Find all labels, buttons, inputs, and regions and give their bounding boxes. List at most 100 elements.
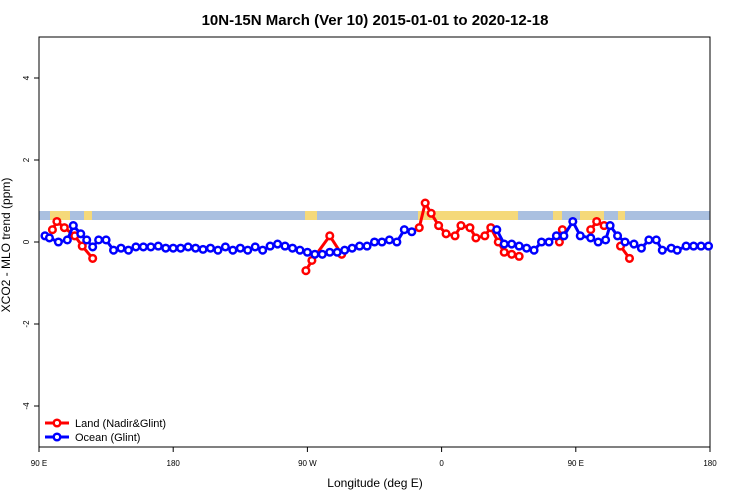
x-tick-label: 180 [167, 459, 181, 468]
y-tick-label: -2 [22, 320, 31, 328]
data-point [62, 235, 72, 245]
data-point [116, 243, 126, 253]
data-point [94, 235, 104, 245]
data-point [191, 243, 201, 253]
data-point [347, 243, 357, 253]
data-point [507, 239, 517, 249]
data-point [362, 241, 372, 251]
data-point [586, 233, 596, 243]
x-tick-label: 90 W [298, 459, 317, 468]
data-point [273, 239, 283, 249]
data-point [426, 208, 436, 218]
data-point [529, 245, 539, 255]
data-point [471, 233, 481, 243]
data-point [407, 227, 417, 237]
data-point [265, 241, 275, 251]
data-point [559, 231, 569, 241]
data-point [183, 242, 193, 252]
map-strip [39, 211, 710, 220]
data-point [492, 225, 502, 235]
data-point [153, 241, 163, 251]
data-point [551, 231, 561, 241]
data-point [317, 249, 327, 259]
data-point [146, 242, 156, 252]
legend-label: Ocean (Glint) [75, 432, 140, 444]
data-point [672, 245, 682, 255]
y-tick-label: -4 [22, 402, 31, 410]
data-point [586, 225, 596, 235]
x-axis-label: Longitude (deg E) [327, 476, 422, 490]
data-point [514, 241, 524, 251]
data-point [325, 247, 335, 257]
data-point [620, 237, 630, 247]
data-point [369, 237, 380, 247]
data-point [77, 241, 87, 251]
data-point [123, 245, 134, 255]
data-point [441, 229, 451, 239]
legend-marker [52, 432, 62, 442]
data-point [644, 235, 654, 245]
x-tick-label: 90 E [568, 459, 584, 468]
data-point [301, 266, 311, 276]
data-point [88, 253, 98, 263]
data-point [522, 243, 532, 253]
data-point [514, 251, 524, 261]
data-point [480, 231, 490, 241]
data-point [605, 221, 615, 231]
data-point [52, 216, 62, 227]
legend-marker [52, 418, 62, 428]
data-point [101, 235, 111, 245]
data-point [228, 245, 238, 255]
data-point [613, 231, 623, 241]
data-point [456, 221, 466, 231]
data-point [465, 223, 475, 233]
data-point [332, 247, 342, 257]
data-point [53, 237, 63, 247]
data-point [76, 229, 86, 239]
data-point [355, 241, 365, 251]
data-point [392, 237, 402, 247]
x-tick-label: 180 [703, 459, 717, 468]
x-tick-label: 0 [439, 459, 444, 468]
data-point [568, 216, 578, 227]
data-point [220, 242, 230, 252]
data-point [213, 245, 223, 255]
y-tick-label: 0 [22, 239, 31, 244]
data-point [47, 225, 57, 235]
data-point [593, 237, 603, 247]
data-point [205, 243, 216, 253]
data-point [636, 243, 646, 253]
data-point [384, 235, 394, 245]
data-point [198, 244, 208, 254]
data-point [82, 235, 92, 245]
data-point [161, 243, 171, 253]
data-point [696, 241, 706, 251]
data-point [138, 242, 148, 252]
data-point [592, 216, 602, 227]
data-point [624, 253, 635, 263]
data-point [68, 221, 78, 231]
data-point [235, 243, 245, 253]
data-point [88, 242, 98, 252]
data-point [450, 231, 460, 241]
data-point [544, 237, 554, 247]
data-point [681, 241, 691, 251]
chart-title: 10N-15N March (Ver 10) 2015-01-01 to 202… [202, 12, 549, 29]
y-tick-label: 4 [22, 75, 31, 80]
y-tick-label: 2 [22, 157, 31, 162]
data-point [258, 245, 268, 255]
data-point [340, 245, 350, 255]
data-point [310, 249, 320, 259]
data-point [703, 241, 714, 251]
data-point [499, 247, 509, 257]
data-point [325, 231, 335, 241]
data-point [131, 242, 141, 252]
data-point [377, 237, 387, 247]
data-point [44, 233, 54, 243]
data-point [176, 243, 186, 253]
data-point [420, 198, 430, 208]
data-point [287, 243, 298, 253]
data-point [250, 242, 260, 252]
data-point [295, 245, 305, 255]
